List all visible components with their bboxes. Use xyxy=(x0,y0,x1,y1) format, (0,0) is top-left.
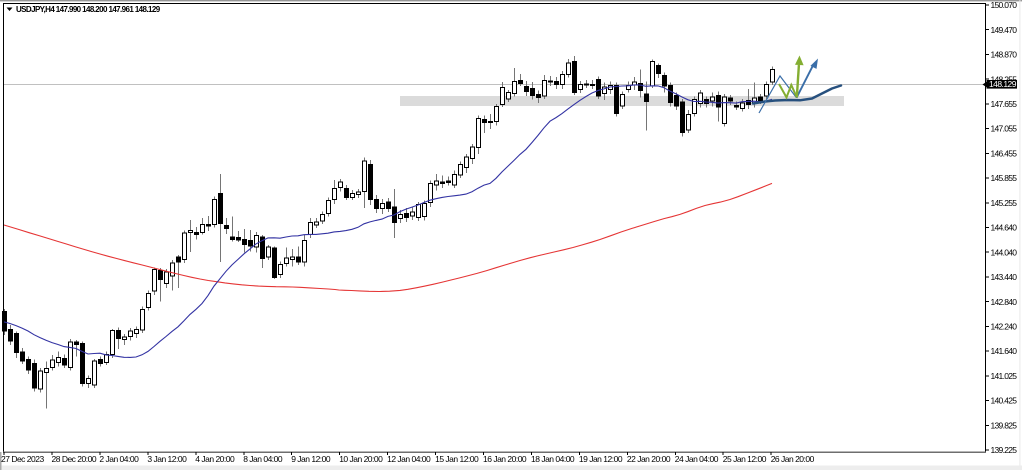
svg-text:8 Jan 04:00: 8 Jan 04:00 xyxy=(243,454,283,464)
svg-text:9 Jan 12:00: 9 Jan 12:00 xyxy=(291,454,331,464)
svg-text:146.455: 146.455 xyxy=(991,148,1018,158)
svg-text:148.129: 148.129 xyxy=(989,79,1017,89)
svg-text:18 Jan 04:00: 18 Jan 04:00 xyxy=(531,454,575,464)
svg-text:144.640: 144.640 xyxy=(991,223,1018,233)
svg-text:10 Jan 20:00: 10 Jan 20:00 xyxy=(339,454,383,464)
svg-text:139.225: 139.225 xyxy=(991,445,1018,455)
svg-text:141.025: 141.025 xyxy=(991,371,1018,381)
svg-text:USDJPY,H4 147.990 148.200 147: USDJPY,H4 147.990 148.200 147.961 148.12… xyxy=(16,5,161,14)
svg-text:147.655: 147.655 xyxy=(991,99,1018,109)
svg-text:142.240: 142.240 xyxy=(991,322,1018,332)
svg-text:16 Jan 20:00: 16 Jan 20:00 xyxy=(483,454,527,464)
svg-text:4 Jan 20:00: 4 Jan 20:00 xyxy=(195,454,235,464)
svg-text:25 Jan 12:00: 25 Jan 12:00 xyxy=(723,454,767,464)
svg-text:139.825: 139.825 xyxy=(991,420,1018,430)
svg-text:12 Jan 04:00: 12 Jan 04:00 xyxy=(387,454,431,464)
svg-text:22 Jan 20:00: 22 Jan 20:00 xyxy=(627,454,671,464)
svg-text:144.040: 144.040 xyxy=(991,247,1018,257)
svg-text:27 Dec 2023: 27 Dec 2023 xyxy=(1,454,44,464)
svg-text:149.470: 149.470 xyxy=(991,25,1018,35)
svg-text:142.840: 142.840 xyxy=(991,297,1018,307)
svg-text:145.255: 145.255 xyxy=(991,198,1018,208)
svg-text:147.055: 147.055 xyxy=(991,124,1018,134)
svg-text:148.255: 148.255 xyxy=(991,74,1018,84)
svg-text:150.070: 150.070 xyxy=(991,0,1018,10)
svg-text:143.440: 143.440 xyxy=(991,272,1018,282)
svg-text:140.425: 140.425 xyxy=(991,396,1018,406)
svg-text:148.870: 148.870 xyxy=(991,50,1018,60)
svg-text:26 Jan 20:00: 26 Jan 20:00 xyxy=(771,454,815,464)
svg-text:28 Dec 20:00: 28 Dec 20:00 xyxy=(52,454,97,464)
svg-text:3 Jan 12:00: 3 Jan 12:00 xyxy=(147,454,187,464)
svg-text:145.855: 145.855 xyxy=(991,173,1018,183)
svg-text:24 Jan 04:00: 24 Jan 04:00 xyxy=(675,454,719,464)
svg-text:2 Jan 04:00: 2 Jan 04:00 xyxy=(99,454,139,464)
svg-text:19 Jan 12:00: 19 Jan 12:00 xyxy=(579,454,623,464)
svg-text:141.640: 141.640 xyxy=(991,346,1018,356)
svg-text:15 Jan 12:00: 15 Jan 12:00 xyxy=(435,454,479,464)
